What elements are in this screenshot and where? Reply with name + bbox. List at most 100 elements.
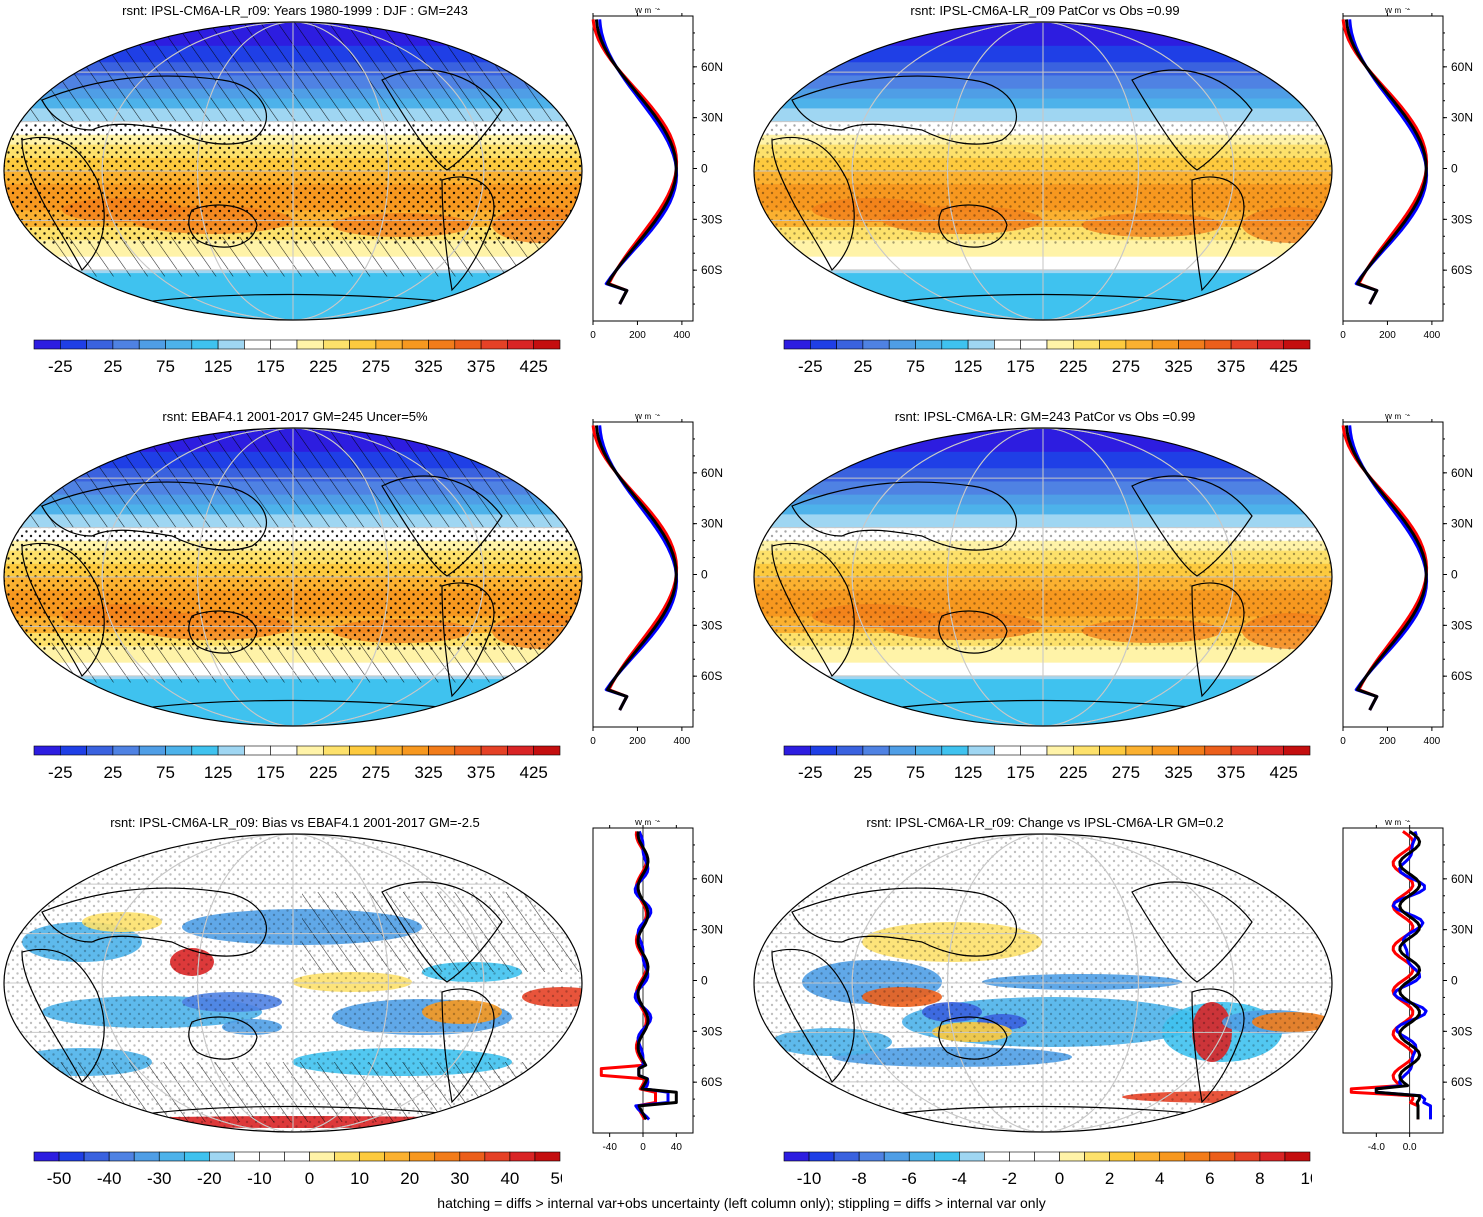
colorbar: -252575125175225275325375425475 xyxy=(32,338,562,380)
colorbar-tick-label: -2 xyxy=(1002,1169,1017,1188)
colorbar-tick-label: -8 xyxy=(852,1169,867,1188)
colorbar-tick-label: 25 xyxy=(853,357,872,376)
colorbar-cell xyxy=(271,746,297,755)
colorbar-tick-label: 0 xyxy=(1055,1169,1064,1188)
colorbar-cell xyxy=(994,746,1020,755)
colorbar: -252575125175225275325375425475 xyxy=(32,744,562,786)
colorbar-cell xyxy=(113,340,139,349)
colorbar-tick-label: 75 xyxy=(156,763,175,782)
colorbar-cell xyxy=(218,746,244,755)
colorbar-cell xyxy=(376,340,402,349)
colorbar-cell xyxy=(209,1152,234,1161)
map-svg xyxy=(752,832,1334,1134)
lat-label: 0 xyxy=(1451,974,1458,988)
colorbar-cell xyxy=(1284,746,1310,755)
colorbar-tick-label: 175 xyxy=(1007,357,1035,376)
panel-title: rsnt: IPSL-CM6A-LR_r09: Bias vs EBAF4.1 … xyxy=(110,815,480,830)
colorbar-tick-label: -25 xyxy=(48,763,73,782)
colorbar-cell xyxy=(1284,340,1310,349)
colorbar-tick-label: -25 xyxy=(798,357,823,376)
map-plot xyxy=(752,20,1334,322)
colorbar-cell xyxy=(335,1152,360,1161)
colorbar-tick-label: 275 xyxy=(362,357,390,376)
colorbar-cell xyxy=(192,340,218,349)
lat-label: 0 xyxy=(701,568,708,582)
panel-4: rsnt: IPSL-CM6A-LR: GM=243 PatCor vs Obs… xyxy=(750,406,1483,811)
colorbar-cell xyxy=(863,746,889,755)
colorbar-tick-label: -25 xyxy=(48,357,73,376)
x-tick-label: -4.0 xyxy=(1368,1142,1386,1153)
x-tick-label: 400 xyxy=(674,736,691,747)
colorbar-cell xyxy=(884,1152,909,1161)
lat-label: 60N xyxy=(701,872,723,886)
colorbar-tick-label: -4 xyxy=(952,1169,967,1188)
colorbar-cell xyxy=(1047,746,1073,755)
colorbar-tick-label: 375 xyxy=(467,763,495,782)
panel-3: rsnt: EBAF4.1 2001-2017 GM=245 Uncer=5% … xyxy=(0,406,740,811)
panel-title: rsnt: IPSL-CM6A-LR_r09 PatCor vs Obs =0.… xyxy=(910,3,1179,18)
colorbar-cell xyxy=(1257,746,1283,755)
x-tick-label: -40 xyxy=(602,1142,617,1153)
colorbar-cell xyxy=(1179,340,1205,349)
colorbar-cell xyxy=(1009,1152,1034,1161)
colorbar-cell xyxy=(1021,340,1047,349)
colorbar-cell xyxy=(1021,746,1047,755)
colorbar-tick-label: 40 xyxy=(500,1169,519,1188)
map-plot xyxy=(2,832,584,1134)
colorbar-cell xyxy=(455,340,481,349)
colorbar-svg: -50-40-30-20-1001020304050 xyxy=(32,1150,562,1192)
x-tick-label: 0 xyxy=(640,1142,646,1153)
colorbar-cell xyxy=(139,340,165,349)
colorbar-cell xyxy=(60,746,86,755)
colorbar-tick-label: 425 xyxy=(520,763,548,782)
colorbar-cell xyxy=(810,746,836,755)
colorbar-tick-label: -40 xyxy=(97,1169,122,1188)
colorbar-cell xyxy=(1152,340,1178,349)
lat-label: 60S xyxy=(1451,669,1472,683)
lat-label: 30N xyxy=(1451,923,1473,937)
colorbar-tick-label: 225 xyxy=(309,763,337,782)
colorbar-tick-label: 375 xyxy=(1217,357,1245,376)
colorbar-cell xyxy=(984,1152,1009,1161)
colorbar-tick-label: 425 xyxy=(520,357,548,376)
lat-label: 60S xyxy=(701,263,722,277)
colorbar: -10-8-6-4-20246810 xyxy=(782,1150,1312,1192)
colorbar-tick-label: 225 xyxy=(309,357,337,376)
colorbar-svg: -10-8-6-4-20246810 xyxy=(782,1150,1312,1192)
x-tick-label: 200 xyxy=(629,330,646,341)
colorbar-tick-label: 8 xyxy=(1255,1169,1264,1188)
colorbar-tick-label: 4 xyxy=(1155,1169,1164,1188)
unit-exponent: -2 xyxy=(1405,820,1411,824)
colorbar-cell xyxy=(809,1152,834,1161)
lat-label: 60N xyxy=(1451,872,1473,886)
colorbar-cell xyxy=(1060,1152,1085,1161)
colorbar-cell xyxy=(1231,746,1257,755)
colorbar-cell xyxy=(1205,746,1231,755)
unit-exponent: -2 xyxy=(655,8,661,12)
colorbar-cell xyxy=(1257,340,1283,349)
colorbar-cell xyxy=(34,1152,59,1161)
colorbar-tick-label: 125 xyxy=(954,763,982,782)
map-svg xyxy=(752,426,1334,728)
colorbar-cell xyxy=(1110,1152,1135,1161)
colorbar-tick-label: 75 xyxy=(156,357,175,376)
colorbar-cell xyxy=(859,1152,884,1161)
map-plot xyxy=(2,426,584,728)
colorbar-cell xyxy=(271,340,297,349)
unit-exponent: -2 xyxy=(655,820,661,824)
colorbar-svg: -252575125175225275325375425475 xyxy=(782,744,1312,786)
colorbar-cell xyxy=(1210,1152,1235,1161)
colorbar-tick-label: 75 xyxy=(906,763,925,782)
colorbar-cell xyxy=(385,1152,410,1161)
colorbar-cell xyxy=(1260,1152,1285,1161)
lat-label: 30N xyxy=(701,923,723,937)
colorbar-tick-label: 175 xyxy=(257,763,285,782)
colorbar-cell xyxy=(134,1152,159,1161)
colorbar-cell xyxy=(139,746,165,755)
colorbar-tick-label: 6 xyxy=(1205,1169,1214,1188)
x-tick-label: 0 xyxy=(590,330,596,341)
